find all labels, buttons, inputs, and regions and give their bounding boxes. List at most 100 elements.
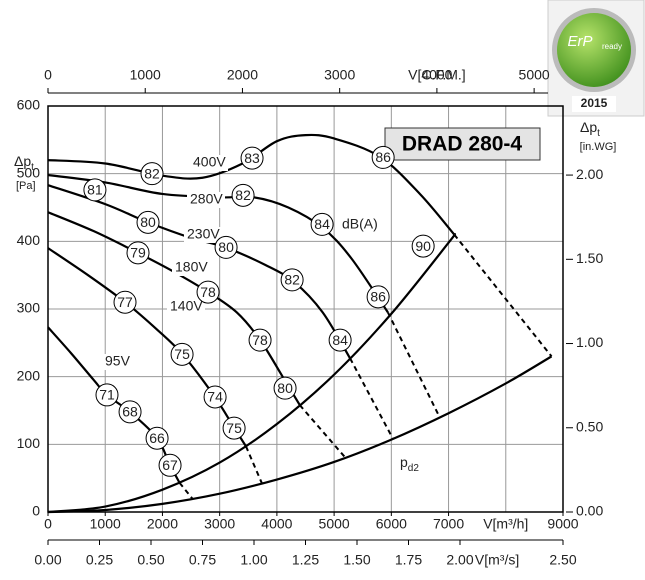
db-marker-label: 86 — [370, 289, 386, 305]
x3-tick-label: 1.75 — [395, 552, 422, 568]
x3-tick-label: 1.00 — [240, 552, 267, 568]
y-label-sub: t — [31, 162, 34, 173]
dashed-line — [178, 482, 194, 500]
x-tick-label: 1000 — [90, 516, 121, 532]
db-marker — [95, 383, 119, 407]
curve-label: 95V — [105, 353, 131, 369]
y2-axis-unit: [in.WG] — [580, 141, 617, 153]
db-marker-label: 80 — [218, 239, 234, 255]
db-marker — [371, 145, 395, 169]
pd2-main: p — [400, 454, 408, 470]
x2-tick-label: 2000 — [227, 67, 258, 83]
dba-label: dB(A) — [342, 216, 378, 232]
dashed-line — [387, 311, 441, 419]
curve-label-bg — [172, 260, 210, 276]
x3-tick-label: 0.00 — [34, 552, 61, 568]
curve-label: 180V — [175, 259, 208, 275]
x-tick-label: 5000 — [319, 516, 350, 532]
y-label-main: Δp — [14, 153, 31, 169]
y-tick-label: 400 — [17, 232, 41, 248]
db-marker — [140, 162, 164, 186]
db-marker-label: 86 — [375, 149, 391, 165]
db-marker — [145, 426, 169, 450]
y-axis-unit: [Pa] — [16, 180, 36, 192]
x-tick-label: 3000 — [204, 516, 235, 532]
plot-frame — [47, 105, 564, 513]
curve-label-bg — [190, 155, 228, 171]
db-marker — [411, 234, 435, 258]
x-tick-label: 4000 — [261, 516, 292, 532]
db-marker-label: 75 — [226, 420, 242, 436]
curve-label-bg — [184, 227, 222, 243]
db-marker — [310, 212, 334, 236]
badge-year: 2015 — [581, 96, 608, 110]
badge-sub: ready — [602, 42, 622, 51]
db-marker-label: 82 — [284, 272, 300, 288]
y2-label-sub: t — [597, 128, 600, 139]
db-marker — [203, 385, 227, 409]
db-marker — [136, 210, 160, 234]
curve-label: 230V — [187, 226, 220, 242]
y2-label-main: Δp — [580, 119, 597, 135]
db-marker-label: 71 — [99, 387, 115, 403]
y2-tick-label: 1.50 — [576, 250, 603, 266]
db-marker-label: 80 — [277, 380, 293, 396]
x2-tick-label: 0 — [44, 67, 52, 83]
db-marker — [273, 376, 297, 400]
y-tick-label: 600 — [17, 97, 41, 113]
x3-tick-label: 2.00 — [446, 552, 473, 568]
curve — [47, 355, 553, 514]
db-marker — [196, 280, 220, 304]
db-marker-label: 78 — [252, 332, 268, 348]
db-marker-label: 81 — [87, 182, 103, 198]
y-axis-label: Δpt — [14, 153, 34, 173]
badge-year-bg — [572, 96, 616, 112]
curve — [47, 233, 457, 514]
y-tick-label: 200 — [17, 367, 41, 383]
db-marker — [328, 328, 352, 352]
y-tick-label: 0 — [32, 503, 40, 519]
x2-tick-label: 1000 — [130, 67, 161, 83]
x3-tick-label: 0.75 — [189, 552, 216, 568]
db-marker-label: 68 — [122, 404, 138, 420]
db-marker-label: 84 — [332, 332, 348, 348]
db-marker — [366, 285, 390, 309]
db-marker — [240, 146, 264, 170]
curve-label-bg — [102, 354, 140, 370]
db-marker-label: 80 — [140, 214, 156, 230]
db-marker-label: 84 — [314, 216, 330, 232]
db-marker-label: 90 — [415, 238, 431, 254]
db-marker — [118, 400, 142, 424]
pd2-sub: d2 — [408, 463, 420, 474]
chart-title: DRAD 280-4 — [402, 133, 523, 156]
curve — [47, 247, 247, 447]
title-box — [384, 127, 541, 161]
curve-label-bg — [167, 299, 205, 315]
db-marker-label: 82 — [235, 187, 251, 203]
x3-tick-label: 1.25 — [292, 552, 319, 568]
y-tick-label: 500 — [17, 164, 41, 180]
db-marker — [158, 453, 182, 477]
y2-tick-label: 0.00 — [576, 503, 603, 519]
db-marker — [126, 241, 150, 265]
db-marker-label: 74 — [207, 389, 223, 405]
x-tick-label: 2000 — [147, 516, 178, 532]
db-marker-label: 83 — [244, 150, 260, 166]
db-marker — [214, 235, 238, 259]
dashed-line — [245, 445, 263, 484]
x-tick-label: 9000 — [547, 516, 578, 532]
y-tick-label: 300 — [17, 300, 41, 316]
curve-label: 140V — [170, 298, 203, 314]
pd2-label: pd2 — [400, 454, 419, 474]
curve-label-bg — [187, 192, 225, 208]
db-marker-label: 77 — [117, 294, 133, 310]
curve-label: 280V — [190, 191, 223, 207]
x-tick-label: 0 — [44, 516, 52, 532]
x2-tick-label: 5000 — [519, 67, 550, 83]
x2-axis-label: V[C.F.M.] — [408, 67, 466, 83]
db-marker — [170, 342, 194, 366]
x-tick-label: 6000 — [376, 516, 407, 532]
x3-tick-label: 2.50 — [549, 552, 576, 568]
dashed-line — [453, 233, 553, 357]
erp-badge: ErP ready 2015 — [547, 0, 645, 117]
